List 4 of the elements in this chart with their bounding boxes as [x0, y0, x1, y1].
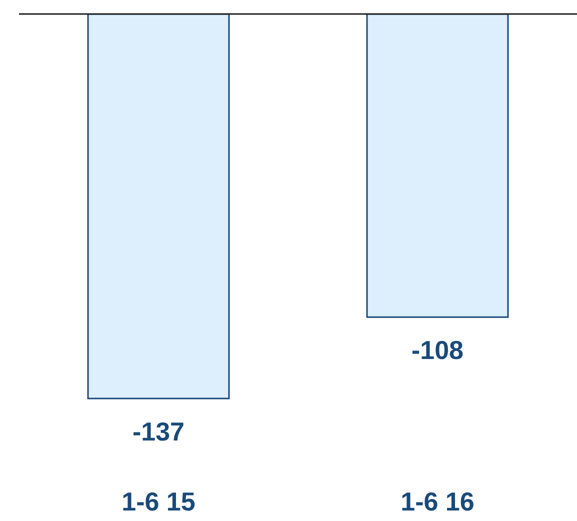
x-tick-label: 1-6 16 [400, 486, 474, 516]
x-tick-label: 1-6 15 [122, 486, 196, 516]
data-label: -137 [132, 416, 185, 446]
data-label: -108 [411, 335, 464, 366]
